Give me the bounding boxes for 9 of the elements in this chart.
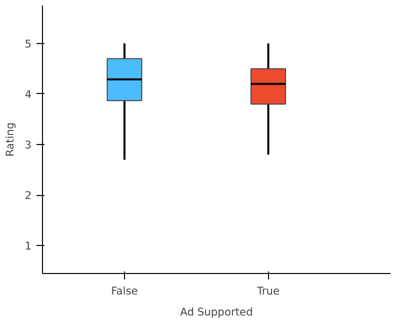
x-axis-title: Ad Supported [180, 306, 253, 318]
y-tick-label: 4 [24, 88, 32, 101]
x-tick-label: True [256, 284, 280, 298]
y-axis-title: Rating [4, 122, 17, 157]
y-tick-label: 5 [24, 37, 32, 50]
y-tick-label: 3 [24, 138, 32, 152]
y-tick-label: 1 [24, 240, 32, 253]
y-tick-label: 2 [24, 189, 32, 202]
x-tick-label: False [111, 284, 138, 298]
